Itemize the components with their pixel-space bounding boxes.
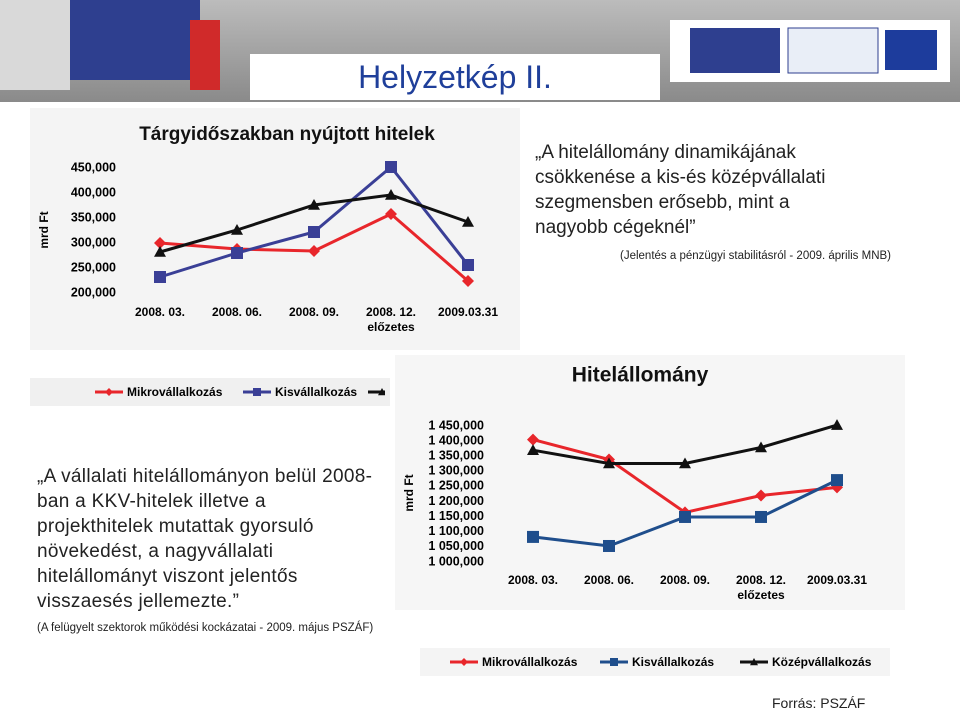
y-tick-label: 1 350,000 xyxy=(428,449,484,463)
x-tick-label: 2009.03.31 xyxy=(807,573,867,587)
marker xyxy=(154,271,166,283)
x-tick-label: 2008. 09. xyxy=(660,573,710,587)
chart-title: Tárgyidőszakban nyújtott hitelek xyxy=(139,124,435,145)
marker xyxy=(308,226,320,238)
marker xyxy=(527,530,539,543)
marker xyxy=(527,444,539,455)
marker xyxy=(231,224,243,235)
marker xyxy=(154,237,166,249)
x-tick-label: 2008. 12. előzetes xyxy=(366,305,416,334)
marker xyxy=(385,189,397,200)
y-tick-label: 300,000 xyxy=(71,235,116,249)
y-tick-label: 1 450,000 xyxy=(428,418,484,432)
legend-marker xyxy=(610,658,618,666)
legend-item: Kisvállalkozás xyxy=(243,385,357,399)
x-tick-label: 2008. 06. xyxy=(212,305,262,319)
legend-marker xyxy=(378,388,385,396)
legend-label: Kisvállalkozás xyxy=(275,385,357,399)
marker xyxy=(308,245,320,257)
marker xyxy=(231,247,243,259)
legend-item: Kisvállalkozás xyxy=(600,655,714,669)
marker xyxy=(154,246,166,257)
x-tick-label: 2008. 09. xyxy=(289,305,339,319)
marker xyxy=(831,419,843,430)
legend-item: Középvállalkozás xyxy=(368,388,385,396)
slide-title: Helyzetkép II. xyxy=(250,54,660,100)
legend-label: Kisvállalkozás xyxy=(632,655,714,669)
marker xyxy=(462,259,474,271)
marker xyxy=(462,216,474,227)
legend-label: Középvállalkozás xyxy=(772,655,872,669)
marker xyxy=(755,489,767,502)
legend-label: Mikrovállalkozás xyxy=(482,655,578,669)
legend-marker xyxy=(105,388,113,396)
logo-cube xyxy=(190,20,220,90)
y-tick-label: 1 200,000 xyxy=(428,494,484,508)
x-tick-label: 2008. 03. xyxy=(135,305,185,319)
y-axis-label: mrd Ft xyxy=(37,211,51,248)
eu-flag xyxy=(885,30,937,70)
legend-panel xyxy=(30,378,390,406)
y-tick-label: 1 400,000 xyxy=(428,433,484,447)
source: (A felügyelt szektorok működési kockázat… xyxy=(37,622,374,634)
chart-panel xyxy=(395,355,905,610)
logo xyxy=(690,28,780,73)
logo xyxy=(787,27,879,74)
x-tick-label: 2008. 03. xyxy=(508,573,558,587)
marker xyxy=(831,474,843,487)
marker xyxy=(679,457,691,469)
marker xyxy=(679,510,691,523)
y-tick-label: 1 100,000 xyxy=(428,524,484,538)
y-tick-label: 250,000 xyxy=(71,260,116,274)
y-tick-label: 1 050,000 xyxy=(428,539,484,553)
y-tick-label: 200,000 xyxy=(71,285,116,299)
legend-item: Középvállalkozás xyxy=(740,655,872,669)
marker xyxy=(755,441,767,453)
legend-label: Mikrovállalkozás xyxy=(127,385,223,399)
source: (Jelentés a pénzügyi stabilitásról - 200… xyxy=(620,250,892,262)
marker xyxy=(462,275,474,287)
footer: Forrás: PSZÁF xyxy=(772,695,866,711)
y-tick-label: 1 150,000 xyxy=(428,509,484,523)
quote: „A hitelállomány dinamikájának csökkenés… xyxy=(535,142,826,238)
marker xyxy=(385,208,397,220)
chart-title: Hitelállomány xyxy=(572,364,709,387)
legend-marker xyxy=(460,658,468,666)
marker xyxy=(603,457,615,469)
y-tick-label: 1 000,000 xyxy=(428,554,484,568)
marker xyxy=(385,161,397,173)
x-tick-label: 2008. 12. előzetes xyxy=(736,573,786,602)
y-axis-label: mrd Ft xyxy=(402,474,416,511)
marker xyxy=(308,199,320,210)
y-tick-label: 400,000 xyxy=(71,185,116,199)
y-tick-label: 350,000 xyxy=(71,210,116,224)
quote: „A vállalati hitelállományon belül 2008-… xyxy=(37,466,373,612)
y-tick-label: 1 300,000 xyxy=(428,464,484,478)
logo-cube xyxy=(60,0,200,80)
x-tick-label: 2009.03.31 xyxy=(438,305,498,319)
y-tick-label: 1 250,000 xyxy=(428,479,484,493)
marker xyxy=(603,539,615,552)
y-tick-label: 450,000 xyxy=(71,160,116,174)
marker xyxy=(755,510,767,523)
marker xyxy=(527,433,539,446)
legend-panel xyxy=(420,648,890,676)
legend-item: Mikrovállalkozás xyxy=(450,655,578,669)
x-tick-label: 2008. 06. xyxy=(584,573,634,587)
legend-marker xyxy=(750,658,758,666)
logo-cube xyxy=(0,0,70,90)
legend-marker xyxy=(253,388,261,396)
legend-item: Mikrovállalkozás xyxy=(95,385,223,399)
